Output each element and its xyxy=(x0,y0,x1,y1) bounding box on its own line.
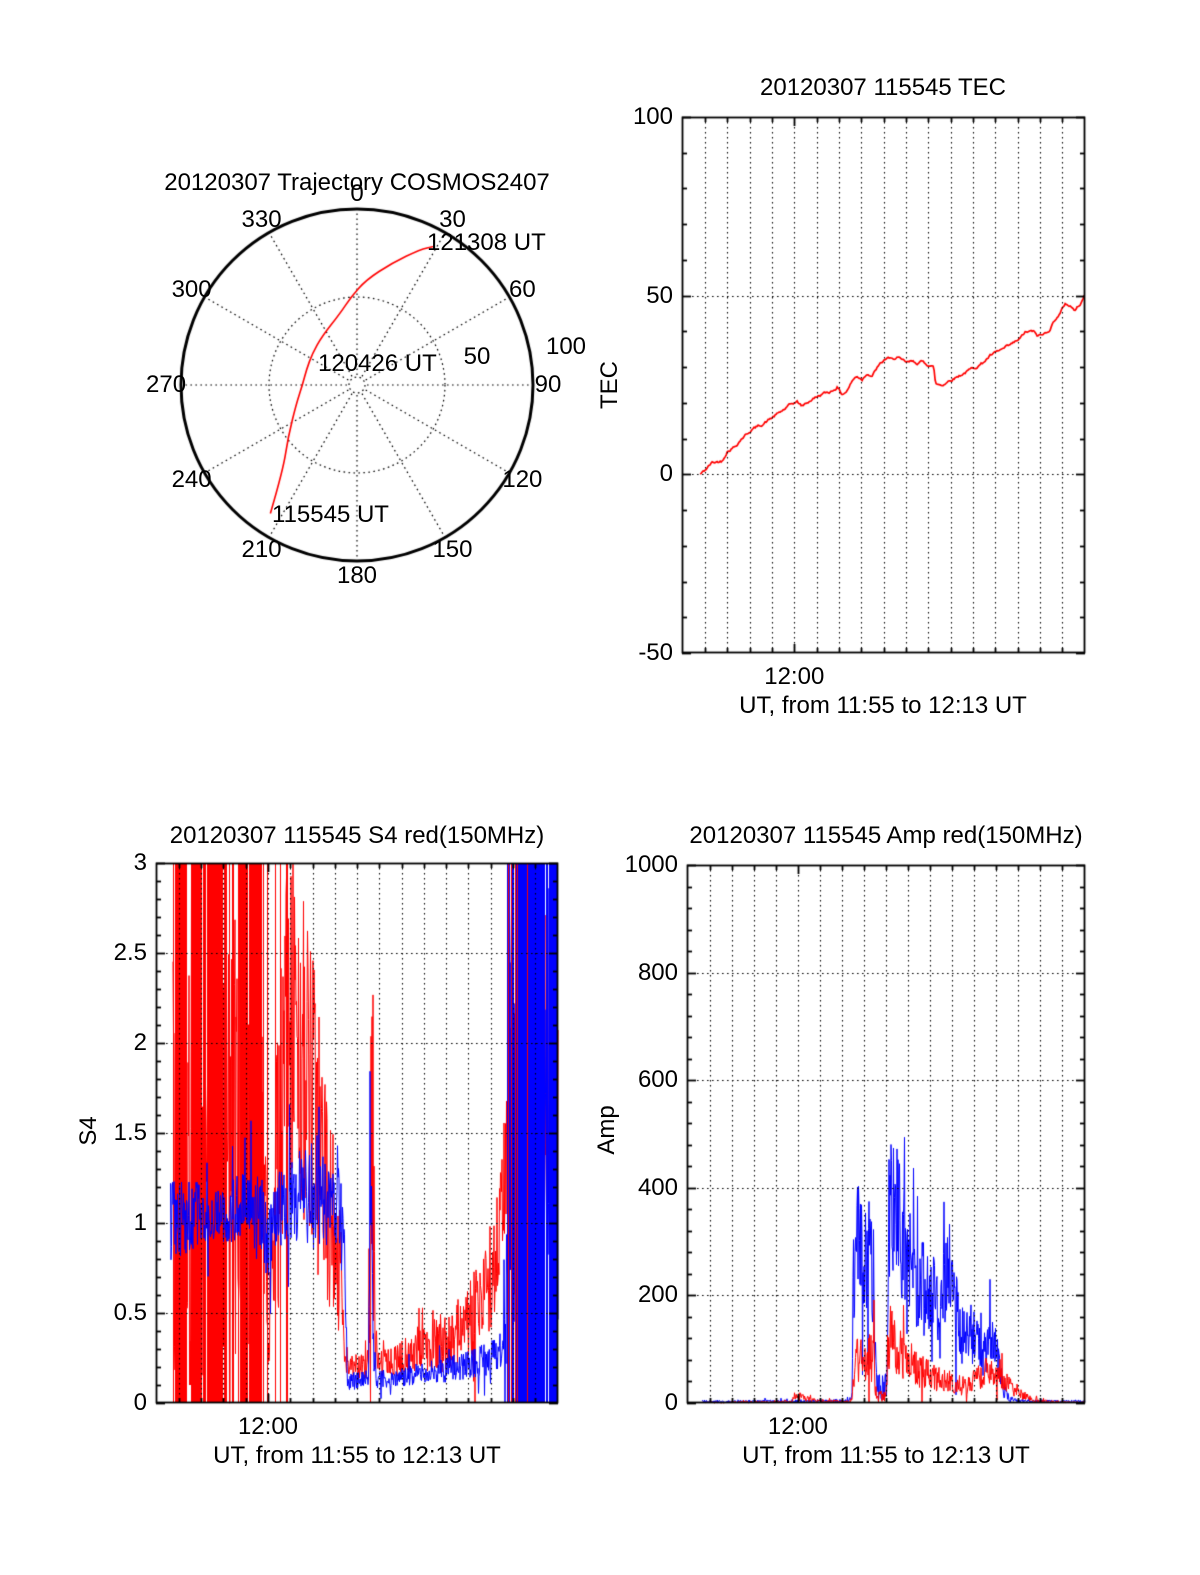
s4-xtick-label: 12:00 xyxy=(237,1413,299,1440)
s4-title: 20120307 115545 S4 red(150MHz) xyxy=(169,822,545,849)
trajectory-title: 20120307 Trajectory COSMOS2407 xyxy=(164,169,550,196)
polar-azimuth-label: 180 xyxy=(336,561,378,589)
polar-azimuth-label: 120 xyxy=(502,466,543,494)
amp-xlabel: UT, from 11:55 to 12:13 UT xyxy=(742,1442,1030,1469)
s4-ytick-label: 1 xyxy=(133,1209,147,1236)
polar-ring-label: 50 xyxy=(463,343,491,370)
amp-ytick-label: 0 xyxy=(664,1389,678,1416)
polar-azimuth-label: 240 xyxy=(171,466,212,494)
polar-azimuth-label: 150 xyxy=(432,536,473,564)
amp-xtick-label: 12:00 xyxy=(767,1413,828,1440)
tec-title: 20120307 115545 TEC xyxy=(760,74,1006,101)
polar-azimuth-label: 210 xyxy=(241,536,282,564)
trajectory-annotation: 121308 UT xyxy=(427,229,546,256)
s4-ylabel: S4 xyxy=(75,1116,102,1146)
polar-azimuth-label: 60 xyxy=(509,275,536,303)
amp-title: 20120307 115545 Amp red(150MHz) xyxy=(689,822,1083,849)
polar-azimuth-label: 270 xyxy=(146,371,187,398)
s4-ytick-label: 3 xyxy=(133,849,147,876)
polar-azimuth-label: 300 xyxy=(171,275,212,303)
s4-xlabel: UT, from 11:55 to 12:13 UT xyxy=(213,1442,501,1469)
tec-ytick-label: 100 xyxy=(632,103,673,130)
s4-ytick-label: 2.5 xyxy=(113,939,147,966)
trajectory-annotation: 115545 UT xyxy=(272,501,389,528)
polar-azimuth-label: 90 xyxy=(534,371,562,398)
s4-ytick-label: 0.5 xyxy=(113,1299,147,1326)
s4-ytick-label: 2 xyxy=(133,1029,147,1056)
tec-ytick-label: 50 xyxy=(646,281,673,309)
s4-ytick-label: 0 xyxy=(133,1389,147,1416)
trajectory-annotation: 120426 UT xyxy=(318,350,437,377)
s4-ytick-label: 1.5 xyxy=(113,1119,147,1146)
tec-xtick-label: 12:00 xyxy=(764,663,825,690)
amp-ytick-label: 800 xyxy=(637,958,678,986)
tec-ytick-label: -50 xyxy=(638,639,673,666)
tec-ytick-label: 0 xyxy=(659,460,673,488)
polar-azimuth-label: 0 xyxy=(350,180,364,208)
amp-ytick-label: 200 xyxy=(637,1281,678,1309)
amp-ylabel: Amp xyxy=(593,1105,620,1155)
tec-ylabel: TEC xyxy=(596,361,623,409)
amp-ytick-label: 600 xyxy=(637,1066,678,1094)
tec-xlabel: UT, from 11:55 to 12:13 UT xyxy=(739,692,1027,719)
amp-ytick-label: 1000 xyxy=(624,851,678,878)
polar-azimuth-label: 330 xyxy=(241,205,282,233)
polar-ring-label: 100 xyxy=(545,333,587,360)
polar-azimuth-label: 30 xyxy=(439,205,466,233)
amp-ytick-label: 400 xyxy=(637,1173,678,1201)
